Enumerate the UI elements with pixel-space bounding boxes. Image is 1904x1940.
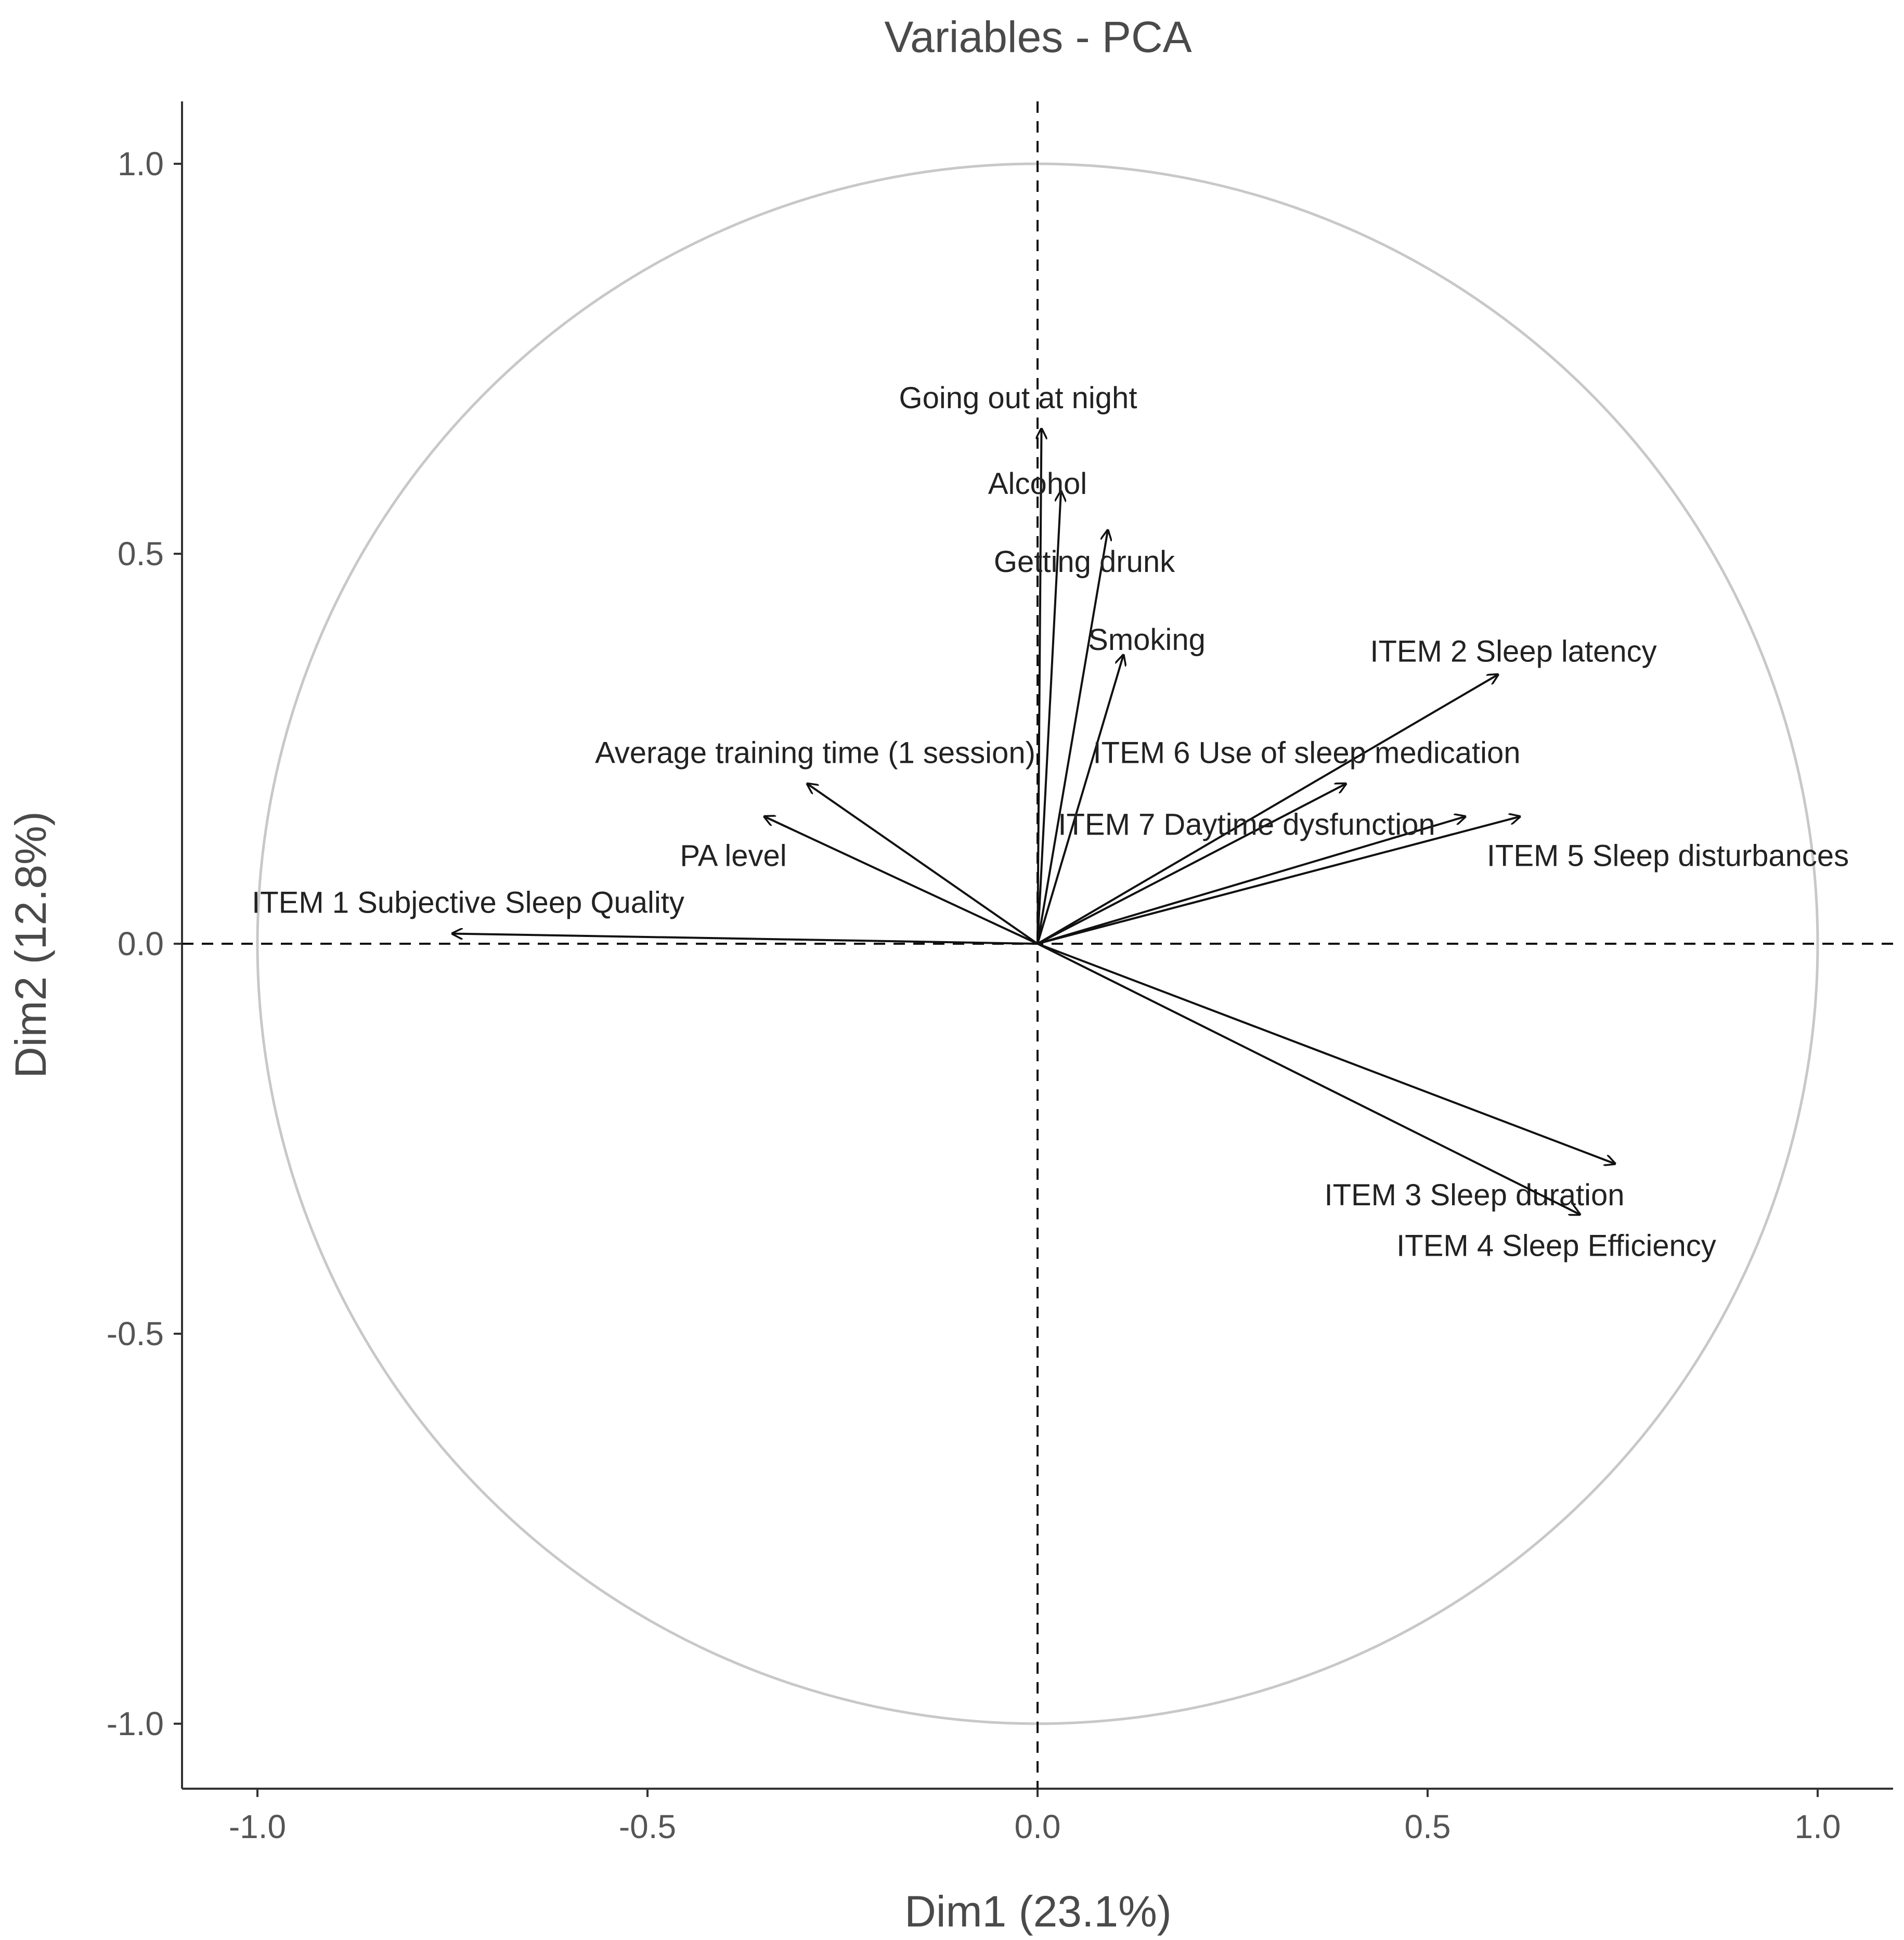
x-tick-label: -1.0 xyxy=(229,1808,286,1845)
variable-label: ITEM 3 Sleep duration xyxy=(1324,1178,1624,1212)
variable-arrow xyxy=(1037,784,1346,945)
x-tick-label: 0.0 xyxy=(1015,1808,1061,1845)
chart-title: Variables - PCA xyxy=(884,12,1191,61)
variable-label: Going out at night xyxy=(899,381,1137,415)
y-tick-label: -1.0 xyxy=(107,1705,164,1742)
variable-arrow xyxy=(808,784,1039,945)
y-tick-label: 1.0 xyxy=(118,145,164,183)
y-tick-label: 0.5 xyxy=(118,535,164,572)
variable-label: ITEM 6 Use of sleep medication xyxy=(1093,736,1520,770)
variable-label: PA level xyxy=(680,839,786,873)
variable-label: Getting drunk xyxy=(994,545,1175,579)
variable-label: ITEM 5 Sleep disturbances xyxy=(1487,839,1849,873)
variable-arrow xyxy=(1037,943,1615,1164)
variable-label: ITEM 1 Subjective Sleep Quality xyxy=(252,886,684,920)
variable-label: Smoking xyxy=(1088,623,1206,657)
variable-label: Alcohol xyxy=(988,467,1087,501)
variable-arrow xyxy=(452,934,1038,945)
y-axis-title: Dim2 (12.8%) xyxy=(6,811,55,1078)
variable-label: ITEM 4 Sleep Efficiency xyxy=(1396,1229,1716,1263)
x-axis-title: Dim1 (23.1%) xyxy=(904,1887,1171,1936)
plot-area: -1.0 -0.5 0.0 0.5 1.0 -1.0 -0.5 0.0 0.5 1.0 Going … xyxy=(107,101,1893,1845)
x-tick-label: 0.5 xyxy=(1405,1808,1451,1845)
x-tick-label: -0.5 xyxy=(619,1808,676,1845)
variable-arrow xyxy=(1037,817,1520,945)
x-tick-label: 1.0 xyxy=(1795,1808,1841,1845)
variable-label: ITEM 2 Sleep latency xyxy=(1370,635,1656,669)
variable-arrow xyxy=(1037,655,1123,944)
y-tick-label: -0.5 xyxy=(107,1315,164,1352)
variable-arrow xyxy=(765,817,1038,945)
variable-arrow xyxy=(1037,675,1498,945)
y-tick-label: 0.0 xyxy=(118,925,164,962)
variable-arrow xyxy=(1038,429,1042,944)
variable-arrow xyxy=(1037,491,1061,944)
variable-arrow xyxy=(1037,530,1108,944)
variable-arrow xyxy=(1037,943,1580,1215)
variable-label: Average training time (1 session) xyxy=(595,736,1035,770)
variable-arrow xyxy=(1037,817,1465,945)
variable-label: ITEM 7 Daytime dysfunction xyxy=(1058,808,1435,842)
